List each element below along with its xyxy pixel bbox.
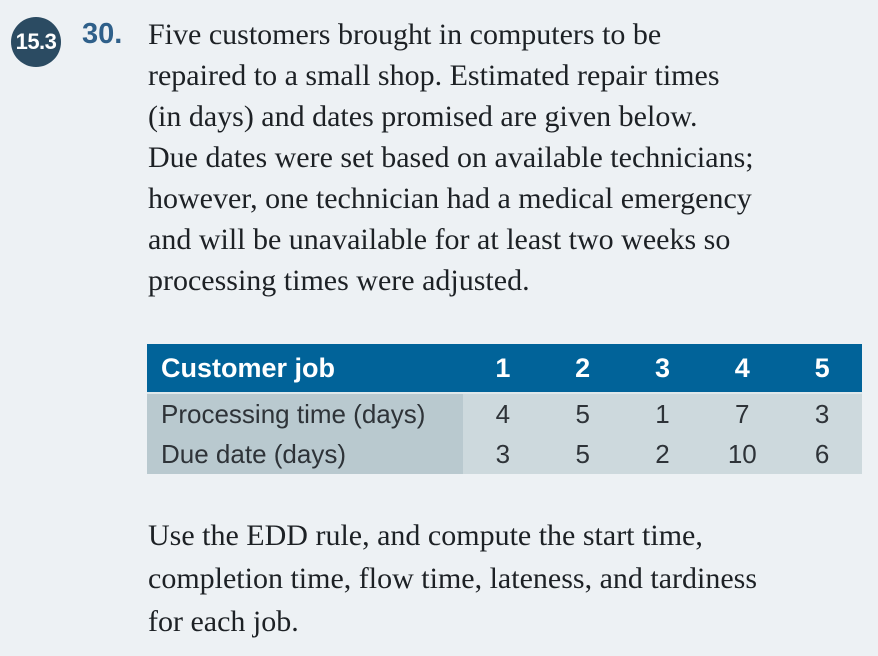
- problem-statement-line: Due dates were set based on available te…: [148, 141, 754, 174]
- closing-instruction-line: completion time, flow time, lateness, an…: [148, 562, 758, 595]
- table-cell: 2: [622, 434, 703, 474]
- problem-number: 30.: [82, 18, 123, 50]
- closing-instruction-line: Use the EDD rule, and compute the start …: [148, 519, 703, 552]
- table-header-row: Customer job 1 2 3 4 5: [147, 344, 862, 392]
- problem-statement-line: however, one technician had a medical em…: [148, 182, 752, 215]
- problem-statement: Five customers brought in computers to b…: [148, 14, 872, 301]
- row-label: Processing time (days): [147, 394, 463, 434]
- table-row-due-date: Due date (days) 3 5 2 10 6: [147, 434, 862, 474]
- table-cell: 5: [542, 394, 623, 434]
- table-cell: 10: [702, 434, 783, 474]
- row-label: Due date (days): [147, 434, 463, 474]
- table-cell: 5: [542, 434, 623, 474]
- customer-job-table: Customer job 1 2 3 4 5 Processing time (…: [147, 344, 862, 474]
- table-cell: 6: [782, 434, 862, 474]
- section-badge: 15.3: [11, 17, 61, 67]
- table-header-label: Customer job: [161, 352, 336, 383]
- table-header-col: 3: [654, 352, 670, 383]
- table-header-separator: [147, 392, 862, 394]
- problem-statement-line: processing times were adjusted.: [148, 264, 530, 297]
- table-cell: 4: [463, 394, 543, 434]
- table-cell: 3: [463, 434, 543, 474]
- table-cell: 3: [782, 394, 862, 434]
- table-header-col: 1: [495, 352, 511, 383]
- table-header-col: 4: [734, 352, 750, 383]
- problem-statement-line: Five customers brought in computers to b…: [148, 18, 662, 51]
- table-cell: 7: [702, 394, 783, 434]
- problem-statement-line: repaired to a small shop. Estimated repa…: [148, 59, 720, 92]
- table-header-col: 2: [575, 352, 591, 383]
- table-cell: 1: [622, 394, 703, 434]
- table-row-processing-time: Processing time (days) 4 5 1 7 3: [147, 394, 862, 434]
- closing-instruction-line: for each job.: [148, 605, 299, 638]
- problem-statement-line: and will be unavailable for at least two…: [148, 223, 731, 256]
- table-header-col: 5: [814, 352, 830, 383]
- section-badge-label: 15.3: [15, 29, 57, 54]
- problem-statement-line: (in days) and dates promised are given b…: [148, 100, 698, 133]
- closing-instruction: Use the EDD rule, and compute the start …: [148, 514, 872, 643]
